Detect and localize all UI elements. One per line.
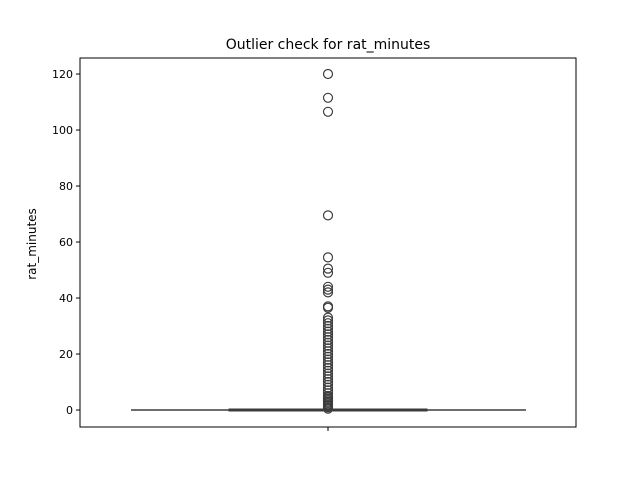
outlier-point [322, 320, 334, 332]
outlier-point [322, 329, 334, 340]
outlier-point [322, 334, 334, 346]
outlier-point [322, 368, 334, 379]
outlier-point [322, 312, 334, 323]
outlier-point [322, 106, 334, 117]
outlier-point [322, 376, 334, 388]
outlier-point [322, 371, 334, 382]
y-axis-label: rat_minutes [25, 208, 39, 280]
chart-title: Outlier check for rat_minutes [226, 37, 431, 53]
y-tick-label: 80 [59, 180, 73, 193]
outlier-point [322, 346, 334, 357]
outlier-point [322, 385, 334, 396]
y-tick-label: 20 [59, 348, 73, 361]
y-tick-label: 100 [52, 124, 73, 137]
outlier-point [322, 326, 334, 337]
outlier-point [322, 382, 334, 393]
outlier-point [322, 332, 334, 343]
outlier-point [322, 357, 334, 368]
y-tick-label: 120 [52, 68, 73, 81]
outlier-point [322, 92, 334, 103]
outlier-point [322, 315, 334, 326]
outlier-point [322, 252, 334, 263]
outlier-point [322, 360, 334, 371]
outlier-point [322, 302, 334, 313]
outlier-point [322, 388, 334, 399]
y-tick-label: 0 [66, 404, 73, 417]
outlier-point [322, 374, 334, 385]
outlier-point [322, 362, 334, 374]
outlier-point [322, 348, 334, 360]
outlier-point [322, 403, 334, 414]
outlier-point [322, 340, 334, 351]
outlier-point [322, 281, 334, 292]
y-tick-label: 60 [59, 236, 73, 249]
outlier-point [322, 284, 334, 295]
outlier-point [322, 287, 334, 298]
y-tick-label: 40 [59, 292, 73, 305]
outlier-point [322, 68, 334, 80]
outlier-point [322, 354, 334, 365]
outlier-point [322, 210, 334, 221]
plot-area: 0 20 40 60 80 100 120 [52, 68, 526, 431]
plot-frame [79, 57, 577, 428]
outlier-point [322, 267, 334, 278]
outlier-point [322, 343, 334, 354]
outlier-point [322, 263, 334, 274]
outlier-point [322, 318, 334, 329]
